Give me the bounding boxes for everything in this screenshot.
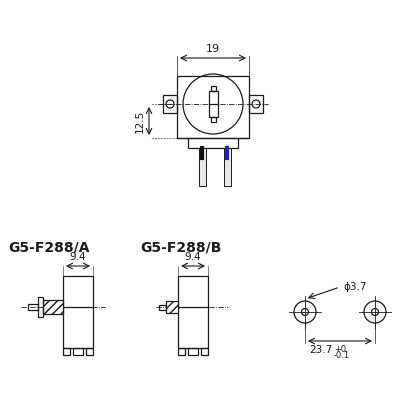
Text: G5-F288/A: G5-F288/A	[8, 240, 89, 254]
Bar	[199, 148, 205, 186]
Text: 9.4: 9.4	[185, 252, 201, 262]
Text: 23.7: 23.7	[309, 345, 332, 355]
Text: ϕ3.7: ϕ3.7	[343, 282, 367, 292]
Bar	[63, 276, 93, 348]
Bar	[188, 138, 238, 148]
Bar	[201, 348, 208, 355]
Bar	[63, 348, 70, 355]
Bar	[249, 95, 263, 113]
Bar	[178, 348, 185, 355]
Bar	[43, 300, 63, 314]
Text: 9.4: 9.4	[70, 252, 87, 262]
Text: 12.5: 12.5	[135, 109, 145, 133]
Text: +0: +0	[334, 345, 346, 354]
Bar	[28, 304, 38, 310]
Bar	[163, 95, 177, 113]
Bar	[86, 348, 93, 355]
Text: -0.1: -0.1	[334, 351, 350, 360]
Bar	[178, 276, 208, 348]
Bar	[223, 148, 231, 186]
Bar	[38, 297, 43, 317]
Bar	[210, 86, 215, 91]
Bar	[73, 348, 83, 355]
Text: 19: 19	[206, 44, 220, 54]
Bar	[159, 304, 166, 309]
Bar	[166, 301, 178, 313]
Bar	[210, 117, 215, 122]
Bar	[177, 76, 249, 138]
Text: G5-F288/B: G5-F288/B	[140, 240, 221, 254]
Bar	[208, 91, 218, 117]
Bar	[188, 348, 198, 355]
